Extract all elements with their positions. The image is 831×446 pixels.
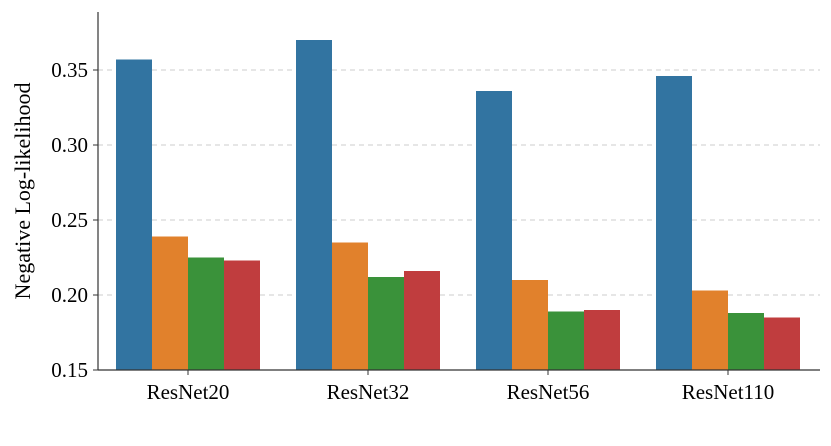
bar-resnet32-series-4 [404,271,440,370]
x-ticks: ResNet20 ResNet32 ResNet56 ResNet110 [147,370,775,404]
y-tick-label: 0.15 [51,358,88,382]
bar-resnet110-series-1 [656,76,692,370]
bar-resnet56-series-4 [584,310,620,370]
bar-resnet110-series-4 [764,317,800,370]
bar-resnet56-series-2 [512,280,548,370]
bar-resnet32-series-3 [368,277,404,370]
y-ticks: 0.15 0.20 0.25 0.30 0.35 [51,58,98,382]
x-tick-label: ResNet32 [327,380,410,404]
y-tick-label: 0.20 [51,283,88,307]
bar-resnet32-series-2 [332,242,368,370]
bar-resnet56-series-3 [548,311,584,370]
bar-resnet110-series-3 [728,313,764,370]
bar-resnet56-series-1 [476,91,512,370]
bar-resnet110-series-2 [692,290,728,370]
y-tick-label: 0.25 [51,208,88,232]
bar-resnet32-series-1 [296,40,332,370]
bar-resnet20-series-1 [116,59,152,370]
bar-resnet20-series-2 [152,236,188,370]
bars [116,40,800,370]
x-tick-label: ResNet56 [507,380,590,404]
axes [97,12,820,371]
y-axis-label: Negative Log-likelihood [10,83,35,300]
y-tick-label: 0.35 [51,58,88,82]
bar-resnet20-series-4 [224,260,260,370]
x-tick-label: ResNet20 [147,380,230,404]
x-tick-label: ResNet110 [682,380,775,404]
y-tick-label: 0.30 [51,133,88,157]
bar-resnet20-series-3 [188,257,224,370]
